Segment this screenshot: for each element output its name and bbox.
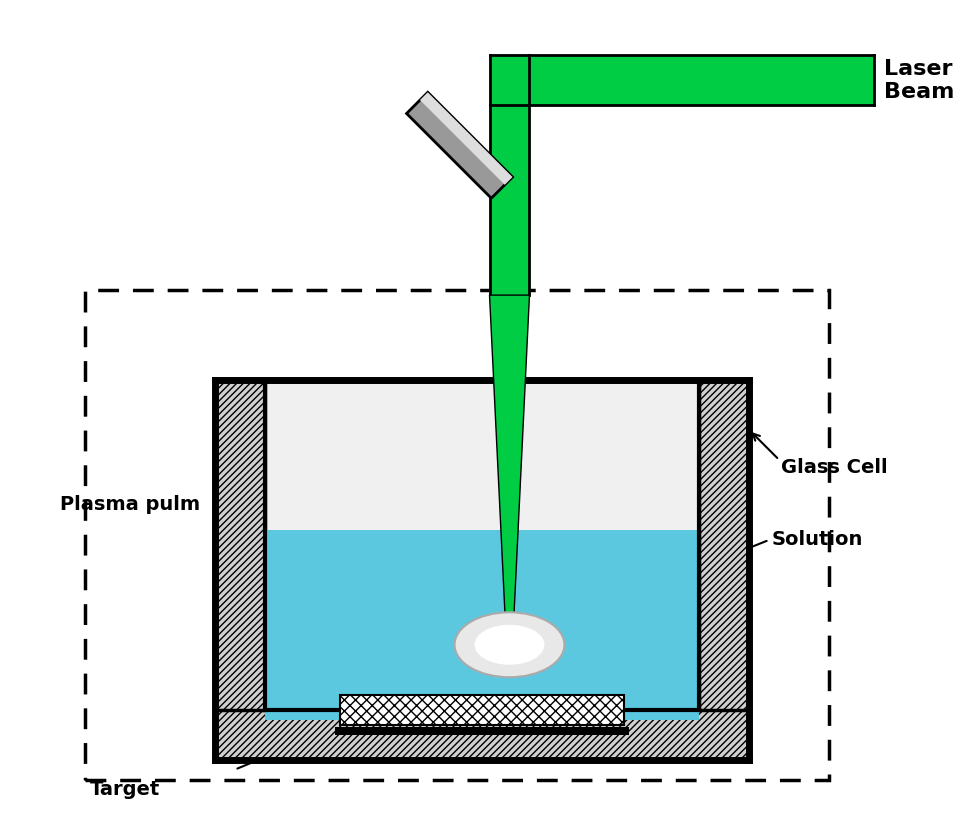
Bar (334, 727, 630, 734)
Polygon shape (420, 92, 512, 185)
Polygon shape (490, 295, 530, 625)
Bar (215, 380, 264, 760)
Text: Glass Cell: Glass Cell (781, 459, 887, 478)
Ellipse shape (455, 612, 565, 677)
Bar (339, 694, 624, 725)
Bar (699, 380, 749, 760)
Bar (264, 380, 699, 710)
Text: Target: Target (90, 780, 160, 800)
Bar (264, 530, 699, 720)
Bar (215, 710, 749, 760)
Ellipse shape (474, 625, 544, 665)
Text: Plasma pulm: Plasma pulm (60, 496, 200, 514)
Polygon shape (406, 92, 512, 198)
Text: Laser
Beam: Laser Beam (885, 59, 955, 102)
Text: Solution: Solution (771, 531, 862, 549)
